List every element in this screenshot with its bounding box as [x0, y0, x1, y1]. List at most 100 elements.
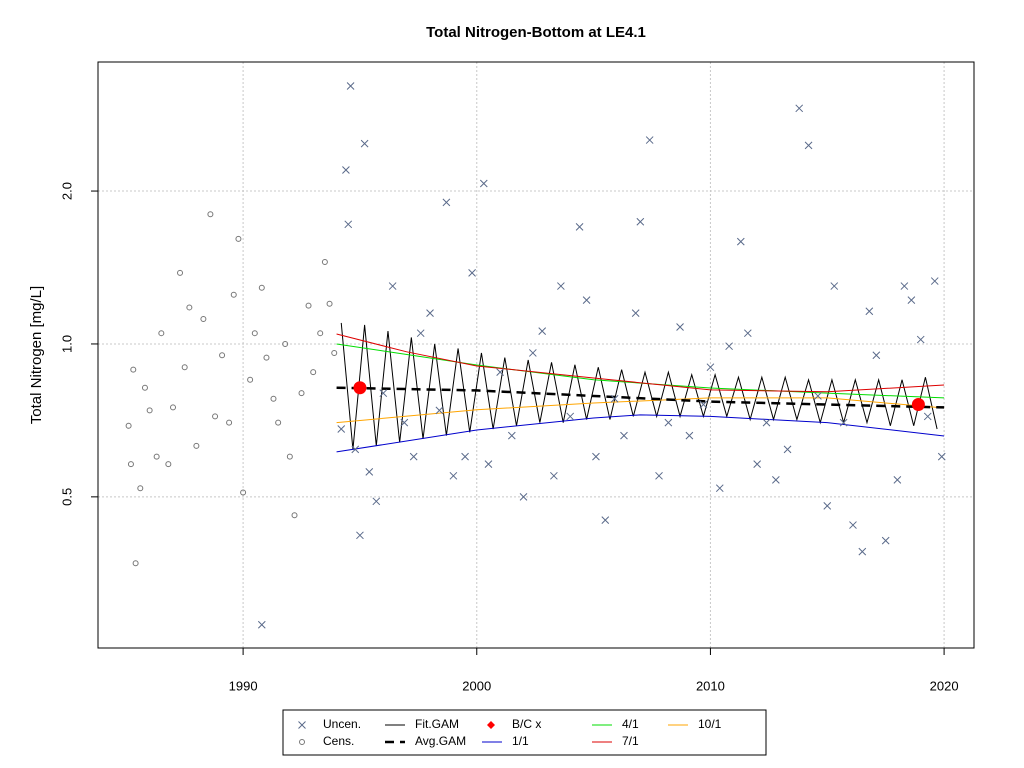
cross-marker	[575, 223, 584, 231]
cross-marker	[664, 418, 673, 427]
bc-point	[353, 381, 367, 395]
cross-marker	[257, 620, 266, 629]
cross-marker	[916, 335, 925, 344]
cross-marker	[620, 431, 628, 440]
circle-marker	[219, 352, 226, 359]
cross-marker	[858, 547, 867, 556]
circle-marker	[193, 442, 200, 449]
cross-marker	[592, 452, 600, 461]
cross-marker	[528, 349, 537, 357]
y-tick-label: 1.0	[59, 335, 74, 353]
circle-marker	[326, 300, 333, 307]
legend-label: 7/1	[622, 734, 639, 748]
cross-marker	[839, 418, 848, 427]
chart-title: Total Nitrogen-Bottom at LE4.1	[426, 24, 646, 41]
cross-marker	[601, 516, 610, 524]
legend-label: 1/1	[512, 734, 529, 748]
cross-marker	[823, 502, 832, 510]
circle-marker	[240, 489, 247, 496]
cross-marker	[379, 389, 388, 398]
cross-marker	[610, 394, 619, 403]
cross-marker	[550, 471, 558, 480]
legend-label: Avg.GAM	[415, 734, 466, 748]
circle-marker	[282, 340, 289, 347]
cross-marker	[706, 363, 715, 372]
cross-marker	[365, 468, 374, 476]
cross-marker	[298, 721, 306, 729]
plot-frame	[97, 61, 975, 649]
cross-marker	[372, 497, 381, 506]
circle-marker	[125, 422, 132, 429]
circle-marker	[137, 485, 144, 492]
cross-marker	[655, 471, 663, 480]
circle-marker	[165, 461, 172, 468]
cross-marker	[496, 368, 504, 377]
legend-box	[282, 709, 767, 756]
cross-marker	[762, 418, 771, 427]
cross-marker	[409, 452, 418, 461]
cross-marker	[416, 329, 425, 338]
cross-marker	[715, 484, 724, 493]
circle-marker	[251, 330, 258, 337]
bc-point	[911, 397, 925, 411]
circle-marker	[132, 560, 139, 567]
cross-marker	[865, 307, 874, 316]
cross-marker	[830, 282, 839, 290]
circle-marker	[200, 315, 207, 322]
legend-label: Uncen.	[323, 717, 361, 731]
x-tick-label: 2000	[462, 678, 491, 693]
cross-marker	[484, 460, 493, 468]
cross-marker	[557, 282, 565, 290]
circle-marker	[263, 354, 270, 361]
circle-marker	[153, 453, 160, 460]
y-tick-label: 2.0	[59, 182, 74, 200]
legend-label: 4/1	[622, 717, 639, 731]
circle-marker	[275, 419, 282, 426]
cross-marker	[538, 327, 547, 335]
cross-marker	[388, 282, 397, 290]
y-axis-label: Total Nitrogen [mg/L]	[28, 286, 45, 424]
cross-marker	[645, 136, 654, 144]
series-line	[340, 322, 938, 450]
cross-marker	[360, 139, 369, 148]
circle-marker	[291, 512, 298, 519]
circle-marker	[258, 284, 265, 291]
circle-marker	[207, 211, 214, 218]
circle-marker	[310, 369, 317, 376]
cross-marker	[872, 351, 881, 360]
cross-marker	[582, 296, 591, 304]
legend-label: Fit.GAM	[415, 717, 459, 731]
cross-marker	[893, 476, 902, 484]
cross-marker	[426, 309, 434, 317]
circle-marker	[331, 349, 338, 356]
cross-marker	[699, 400, 708, 409]
cross-marker	[736, 237, 745, 246]
cross-marker	[772, 476, 780, 484]
cross-marker	[937, 452, 946, 461]
circle-marker	[170, 404, 177, 411]
series-line	[336, 386, 945, 409]
circle-marker	[235, 235, 242, 242]
cross-marker	[356, 531, 364, 540]
cross-marker	[479, 179, 488, 188]
cross-marker	[804, 141, 813, 150]
legend-label: 10/1	[698, 717, 722, 731]
cross-marker	[685, 431, 694, 440]
legend-marker	[299, 739, 305, 745]
cross-marker	[449, 471, 458, 480]
cross-marker	[783, 445, 792, 454]
cross-marker	[631, 309, 640, 317]
series-line	[336, 333, 945, 393]
cross-marker	[636, 217, 645, 226]
cross-marker	[753, 460, 762, 468]
cross-marker	[461, 452, 469, 461]
cross-marker	[881, 536, 890, 545]
cross-marker	[400, 418, 409, 427]
cross-marker	[676, 323, 684, 331]
x-tick-label: 1990	[229, 678, 258, 693]
legend-label: B/C x	[512, 717, 541, 731]
circle-marker	[127, 461, 134, 468]
cross-marker	[342, 166, 350, 174]
x-tick-label: 2020	[930, 678, 959, 693]
cross-marker	[346, 82, 355, 90]
